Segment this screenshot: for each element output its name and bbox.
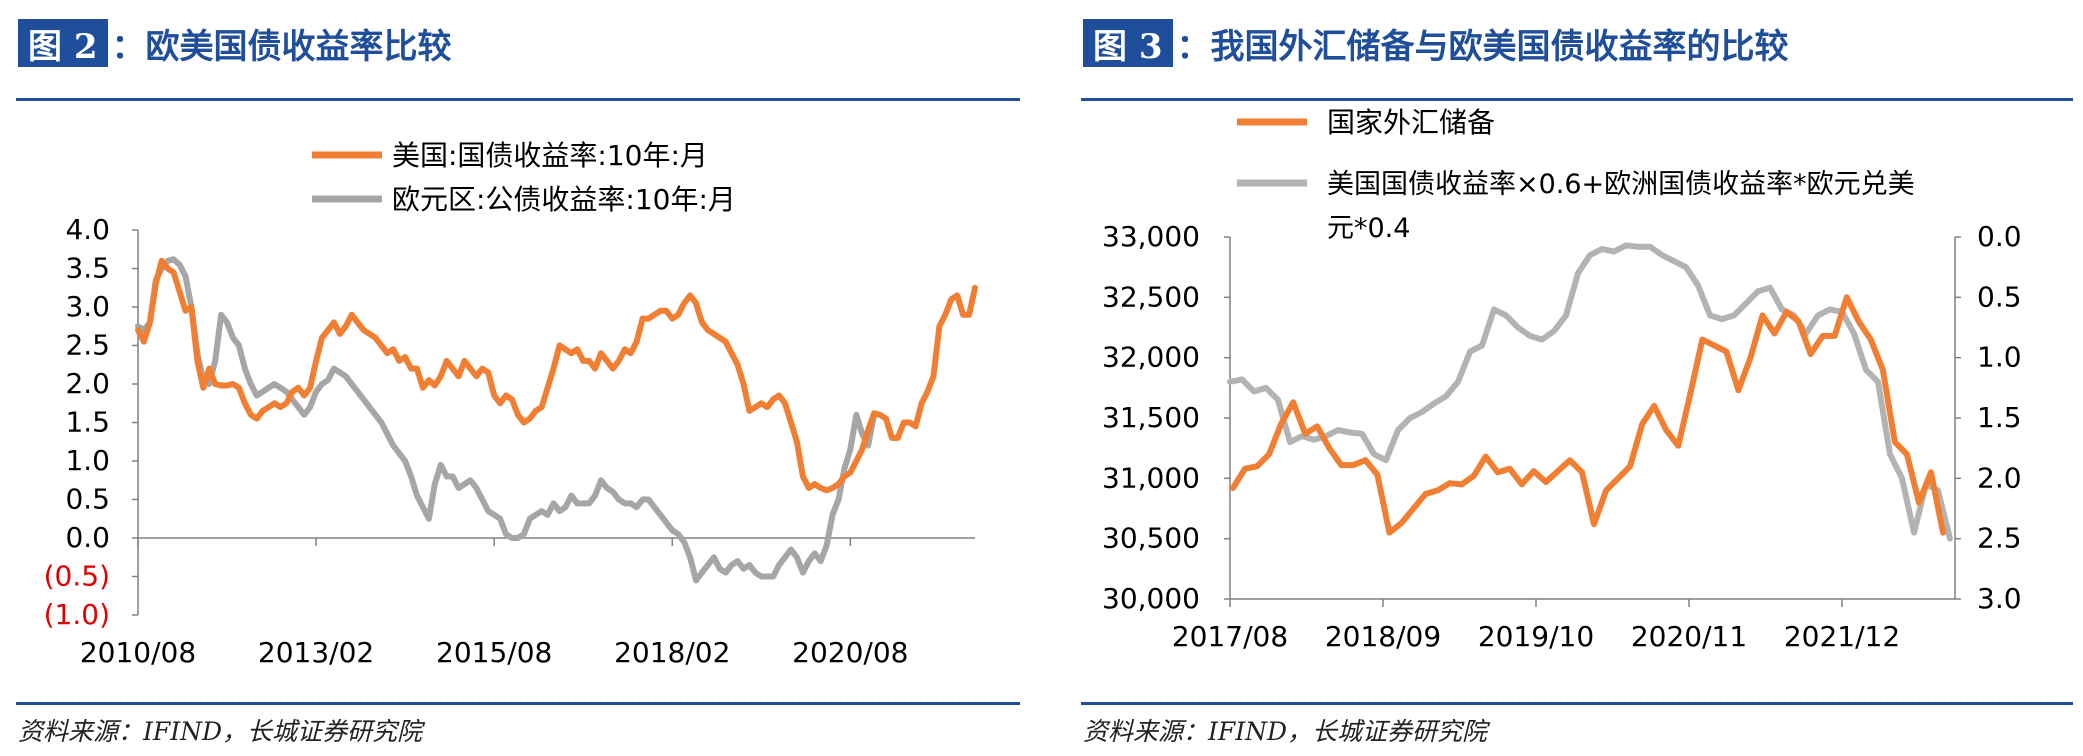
figure-title: ：欧美国债收益率比较 (111, 26, 452, 67)
header-rule (16, 98, 1020, 101)
left-y-tick-label: 32,000 (1102, 341, 1200, 374)
y-tick-label: (0.5) (44, 560, 110, 593)
left-y-tick-label: 31,500 (1102, 401, 1200, 434)
fx-reserve-line (1230, 294, 1946, 536)
x-tick-label: 2018/02 (614, 636, 730, 669)
footer-rule (1081, 702, 2073, 705)
right-y-tick-label: 0.0 (1977, 220, 2022, 253)
y-tick-label: 3.5 (65, 252, 110, 285)
figure-2-panel: 图 2 ：欧美国债收益率比较 4.0 3.5 3.0 2.5 2.0 1.5 1.0 0.5 0… (0, 0, 1030, 756)
source-note: 资料来源：IFIND，长城证券研究院 (1083, 717, 1488, 746)
figure-number-badge: 图 2 (18, 19, 108, 67)
source-note: 资料来源：IFIND，长城证券研究院 (18, 717, 423, 746)
bond-yield-chart: 4.0 3.5 3.0 2.5 2.0 1.5 1.0 0.5 0.0 (0.5) (1.0) 201… (44, 139, 978, 669)
y-tick-label: 2.0 (65, 367, 110, 400)
figure-header: 图 3 ：我国外汇储备与欧美国债收益率的比较 (1083, 18, 1789, 68)
footer-rule (16, 702, 1020, 705)
figure-title: ：我国外汇储备与欧美国债收益率的比较 (1176, 26, 1789, 67)
left-y-tick-label: 31,000 (1102, 461, 1200, 494)
right-y-tick-label: 2.5 (1977, 522, 2022, 555)
x-tick-label: 2013/02 (258, 636, 374, 669)
x-tick-label: 2015/08 (436, 636, 552, 669)
y-tick-label: 0.0 (65, 521, 110, 554)
x-tick-label: 2020/11 (1631, 620, 1747, 653)
legend-label: 国家外汇储备 (1327, 106, 1495, 139)
header-rule (1081, 98, 2073, 101)
right-y-tick-label: 3.0 (1977, 582, 2022, 615)
left-y-tick-label: 30,000 (1102, 582, 1200, 615)
euro-yield-line (135, 256, 878, 584)
y-tick-label: 1.5 (65, 406, 110, 439)
fx-reserve-chart: 33,000 32,500 32,000 31,500 31,000 30,500 30,0… (1102, 106, 2022, 653)
legend-label: 美国国债收益率×0.6+欧洲国债收益率*欧元兑美元*0.4 (1327, 169, 1915, 244)
combined-yield-line (1227, 242, 1953, 542)
x-tick-label: 2017/08 (1172, 620, 1288, 653)
right-y-tick-label: 1.0 (1977, 341, 2022, 374)
left-y-tick-label: 30,500 (1102, 522, 1200, 555)
y-tick-label: 0.5 (65, 483, 110, 516)
x-tick-label: 2010/08 (80, 636, 196, 669)
legend-label: 欧元区:公债收益率:10年:月 (392, 183, 736, 216)
left-y-tick-label: 32,500 (1102, 280, 1200, 313)
y-tick-label: (1.0) (44, 598, 110, 631)
x-tick-label: 2021/12 (1784, 620, 1900, 653)
y-tick-label: 3.0 (65, 290, 110, 323)
x-tick-label: 2020/08 (792, 636, 908, 669)
figure-3-panel: 图 3 ：我国外汇储备与欧美国债收益率的比较 33,000 32,500 32,00… (1065, 0, 2083, 756)
y-tick-label: 4.0 (65, 213, 110, 246)
y-tick-label: 2.5 (65, 329, 110, 362)
figure-number-badge: 图 3 (1083, 19, 1173, 67)
right-y-tick-label: 1.5 (1977, 401, 2022, 434)
right-y-tick-label: 0.5 (1977, 280, 2022, 313)
figure-header: 图 2 ：欧美国债收益率比较 (18, 18, 452, 68)
legend-label: 美国:国债收益率:10年:月 (392, 139, 708, 172)
right-y-tick-label: 2.0 (1977, 461, 2022, 494)
left-y-tick-label: 33,000 (1102, 220, 1200, 253)
x-tick-label: 2019/10 (1478, 620, 1594, 653)
y-tick-label: 1.0 (65, 444, 110, 477)
us-yield-line (135, 257, 978, 494)
x-tick-label: 2018/09 (1325, 620, 1441, 653)
